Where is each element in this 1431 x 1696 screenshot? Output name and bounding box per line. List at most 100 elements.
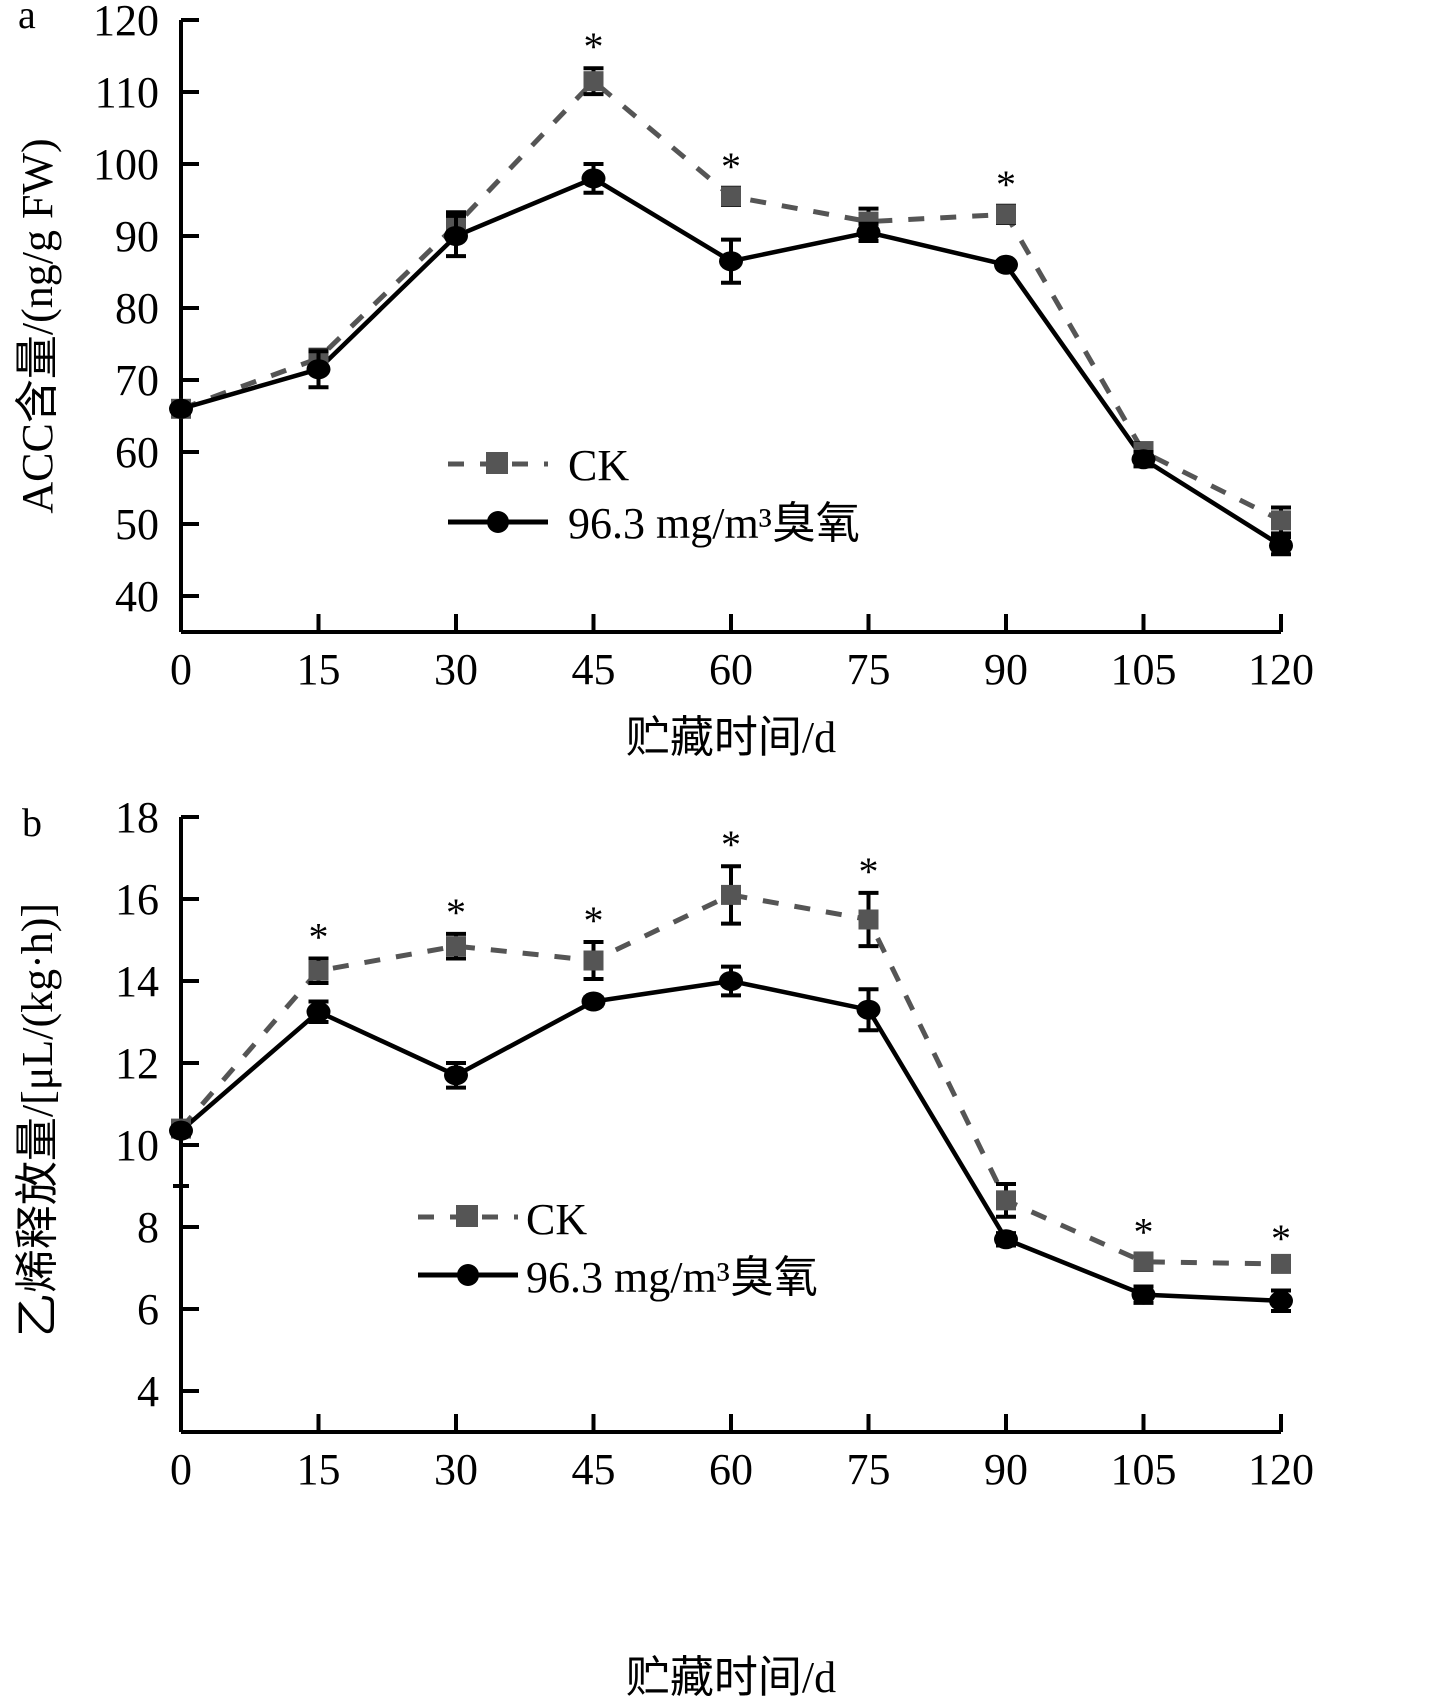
- series-line-ck: [179, 892, 1282, 1267]
- y-tick-label: 60: [115, 428, 159, 477]
- y-tick-label: 6: [137, 1285, 159, 1334]
- data-point-ozone: [856, 999, 881, 1020]
- x-tick-label: 30: [434, 1445, 478, 1494]
- x-tick-label: 105: [1111, 1445, 1177, 1494]
- legend-ck-marker: [456, 1205, 478, 1227]
- data-point-ck: [996, 1190, 1016, 1211]
- y-tick-label: 8: [137, 1203, 159, 1252]
- data-point-ozone: [306, 359, 331, 380]
- legend-ck-label: CK: [568, 441, 629, 490]
- panel-label-a: a: [18, 0, 36, 37]
- x-tick-label: 120: [1248, 645, 1314, 694]
- data-point-ozone: [169, 1120, 193, 1141]
- data-point-ck: [583, 950, 604, 971]
- y-tick-label: 100: [93, 140, 159, 189]
- data-point-ck: [721, 884, 741, 905]
- data-point-ozone: [1131, 449, 1156, 470]
- data-point-ozone: [1131, 1284, 1156, 1305]
- data-point-ck: [308, 960, 329, 981]
- data-point-ozone: [1269, 535, 1293, 556]
- significance-star: *: [1271, 1216, 1291, 1261]
- y-tick-label: 120: [93, 0, 159, 45]
- x-tick-label: 15: [297, 1445, 341, 1494]
- significance-star: *: [996, 162, 1016, 207]
- data-point-ozone: [444, 226, 468, 246]
- y-axis-title-b: 乙烯释放量/[μL/(kg·h)]: [13, 903, 62, 1337]
- x-tick-label: 105: [1111, 645, 1177, 694]
- data-point-ck: [858, 909, 879, 930]
- data-point-ozone: [719, 971, 743, 991]
- x-tick-label: 120: [1248, 1445, 1314, 1494]
- data-point-ck: [1133, 1251, 1154, 1272]
- y-tick-label: 12: [115, 1039, 159, 1088]
- axes-a: 40 50 60 70 80 90 100 110 120 0 15 30 45 60 75 90 105 120: [93, 0, 1314, 694]
- y-tick-label: 14: [115, 957, 159, 1006]
- series-line-ozone: [180, 175, 1283, 548]
- data-point-ck: [1271, 1253, 1291, 1274]
- significance-star: *: [1134, 1210, 1154, 1255]
- panel-label-b: b: [22, 800, 42, 845]
- significance-star: *: [446, 890, 466, 935]
- series-group-b: * * * * * * *: [169, 822, 1293, 1314]
- legend-ck-marker: [486, 452, 508, 474]
- x-axis-title-b: 贮藏时间/d: [626, 1653, 836, 1696]
- data-point-ck: [996, 204, 1016, 225]
- data-point-ozone: [1269, 1290, 1293, 1311]
- significance-star: *: [309, 914, 329, 959]
- y-tick-label: 50: [115, 500, 159, 549]
- significance-star: *: [584, 898, 604, 943]
- significance-star: *: [721, 144, 741, 189]
- significance-star: *: [859, 849, 879, 894]
- y-tick-label: 18: [115, 793, 159, 842]
- x-tick-label: 75: [847, 645, 891, 694]
- data-point-ozone: [444, 1065, 468, 1086]
- x-axis-title-a: 贮藏时间/d: [626, 713, 836, 762]
- data-point-ck: [583, 71, 604, 92]
- legend-ozone-marker: [457, 1264, 479, 1286]
- legend-ozone-label: 96.3 mg/m³臭氧: [526, 1253, 818, 1302]
- data-point-ck: [1271, 510, 1291, 531]
- data-point-ozone: [994, 1229, 1018, 1250]
- data-point-ck: [721, 186, 741, 207]
- y-tick-label: 40: [115, 572, 159, 621]
- data-point-ozone: [169, 398, 193, 419]
- legend-ozone-marker: [487, 511, 509, 533]
- legend-a: CK 96.3 mg/m³臭氧: [448, 441, 860, 548]
- y-tick-label: 70: [115, 356, 159, 405]
- x-tick-label: 30: [434, 645, 478, 694]
- legend-b: CK 96.3 mg/m³臭氧: [418, 1195, 818, 1302]
- x-tick-label: 15: [297, 645, 341, 694]
- y-tick-label: 110: [95, 68, 159, 117]
- data-point-ozone: [994, 254, 1018, 275]
- chart-panel-b: b 乙烯释放量/[μL/(kg·h)] 贮藏时间/d 4 6 8 10 12 14 16 18…: [13, 793, 1314, 1696]
- y-tick-label: 90: [115, 212, 159, 261]
- y-tick-label: 80: [115, 284, 159, 333]
- x-tick-label: 45: [572, 1445, 616, 1494]
- x-tick-label: 90: [984, 1445, 1028, 1494]
- series-group-a: * * *: [169, 24, 1293, 557]
- x-tick-label: 45: [572, 645, 616, 694]
- legend-ck-label: CK: [526, 1195, 587, 1244]
- legend-ozone-label: 96.3 mg/m³臭氧: [568, 499, 860, 548]
- significance-star: *: [584, 24, 604, 69]
- data-point-ozone: [581, 168, 606, 189]
- significance-star: *: [721, 822, 741, 867]
- y-axis-title-a: ACC含量/(ng/g FW): [13, 138, 62, 513]
- y-tick-label: 16: [115, 875, 159, 924]
- x-tick-label: 0: [170, 645, 192, 694]
- data-point-ozone: [581, 991, 606, 1012]
- data-point-ck: [446, 936, 466, 957]
- data-point-ozone: [306, 1001, 331, 1022]
- data-point-ozone: [856, 222, 881, 243]
- data-point-ozone: [719, 251, 743, 272]
- x-tick-label: 75: [847, 1445, 891, 1494]
- y-tick-label: 4: [137, 1367, 159, 1416]
- x-tick-label: 60: [709, 1445, 753, 1494]
- x-tick-label: 90: [984, 645, 1028, 694]
- y-tick-label: 10: [115, 1121, 159, 1170]
- x-tick-label: 60: [709, 645, 753, 694]
- axes-b: 4 6 8 10 12 14 16 18 0 15 30 45 60 75 90 105 120: [115, 793, 1314, 1494]
- x-tick-label: 0: [170, 1445, 192, 1494]
- chart-panel-a: a ACC含量/(ng/g FW) 贮藏时间/d 40 50 60 70 80 90 100…: [13, 0, 1314, 762]
